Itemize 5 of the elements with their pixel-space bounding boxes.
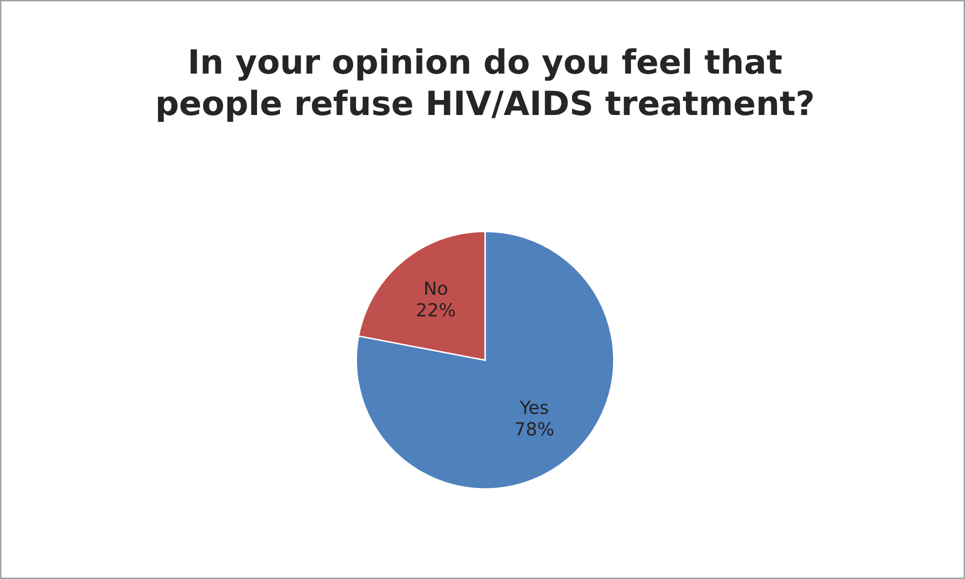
data-label: 22% [417, 302, 455, 317]
data-label: 78% [516, 422, 554, 436]
slice-label: No [425, 282, 448, 296]
chart-title: In your opinion do you feel that people refuse HIV/AIDS treatment? [158, 48, 813, 122]
slice-label: Yes [520, 400, 548, 414]
